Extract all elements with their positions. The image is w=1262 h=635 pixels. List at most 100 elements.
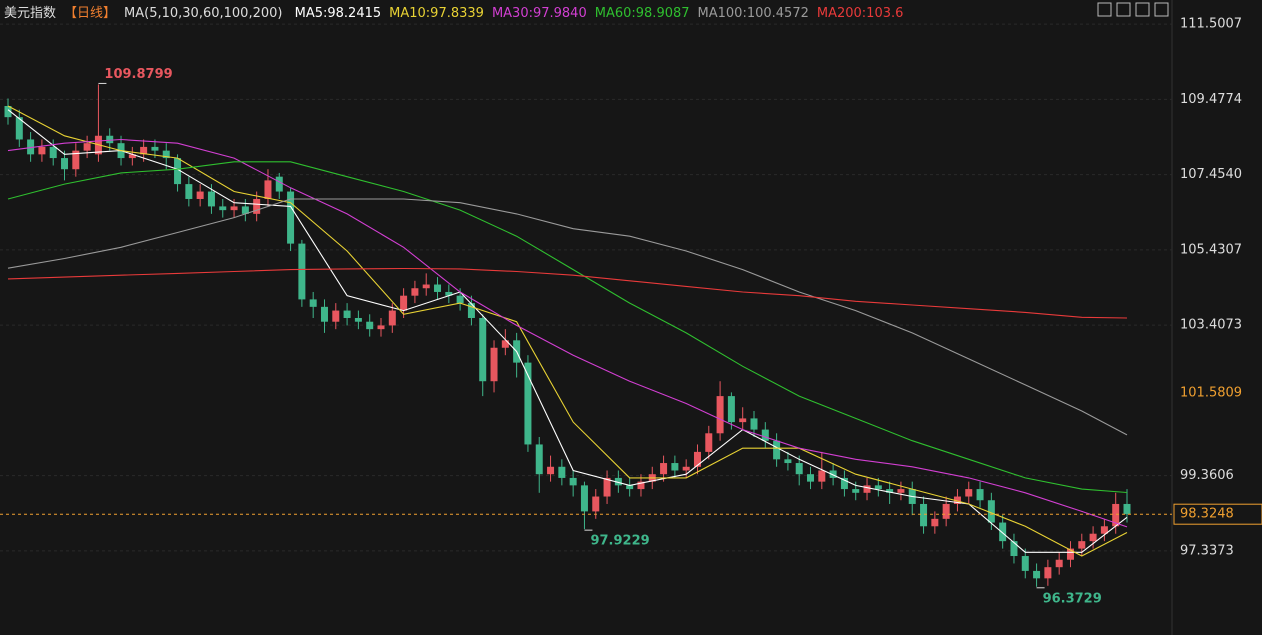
period[interactable]: 【日线】	[64, 6, 117, 21]
y-tick-label: 103.4073	[1180, 318, 1242, 333]
candle-body	[1033, 570, 1041, 579]
legend-entry: MA100:100.4572	[697, 6, 809, 21]
y-tick-label: 109.4774	[1180, 92, 1242, 107]
legend-entry: MA10:97.8339	[389, 6, 484, 21]
low-label: 96.3729	[1043, 591, 1102, 606]
candle-body	[196, 191, 204, 199]
candle-body	[614, 477, 622, 486]
ma-line	[7, 109, 1128, 553]
legend-entry: MA5:98.2415	[294, 6, 382, 21]
candle-body	[1021, 556, 1029, 571]
ma-line	[7, 161, 1128, 494]
toolbar-icons	[1097, 2, 1169, 17]
candle-body	[264, 180, 272, 199]
legend-entry: MA200:103.6	[816, 6, 904, 21]
candle-body	[739, 418, 747, 423]
candle-body	[106, 135, 114, 144]
candle-body	[795, 463, 803, 475]
candle-body	[784, 459, 792, 464]
high-label: 109.8799	[104, 67, 172, 82]
candle-body	[535, 444, 543, 475]
candle-body	[309, 299, 317, 307]
candle-body	[162, 150, 170, 159]
candle-body	[140, 146, 148, 155]
candle-body	[637, 481, 645, 490]
cursor-price-label: 101.5809	[1180, 386, 1242, 401]
candle-body	[1010, 541, 1018, 557]
candle-body	[377, 325, 385, 330]
candle-body	[185, 184, 193, 199]
candle-body	[705, 433, 713, 452]
candle-body	[682, 466, 690, 471]
candle-body	[230, 206, 238, 211]
candle-body	[580, 485, 588, 512]
legend-entry: MA60:98.9087	[594, 6, 690, 21]
ma-line	[7, 138, 1128, 528]
candle-body	[219, 206, 227, 211]
candle-body	[467, 303, 475, 318]
candle-body	[1089, 533, 1097, 542]
candle-body	[501, 340, 509, 348]
candle-body	[1044, 567, 1052, 579]
candle-body	[320, 306, 328, 322]
last-price-label: 98.3248	[1180, 507, 1234, 522]
candle-body	[174, 158, 182, 185]
candle-body	[942, 503, 950, 519]
candle-body	[807, 474, 815, 482]
y-tick-label: 97.3373	[1180, 543, 1234, 558]
candle-body	[1055, 559, 1063, 568]
y-tick-label: 99.3606	[1180, 468, 1234, 483]
candle-body	[874, 485, 882, 490]
candle-body	[626, 485, 634, 490]
candle-body	[524, 362, 532, 445]
candle-body	[1078, 541, 1086, 549]
candle-body	[151, 146, 159, 151]
candle-body	[931, 518, 939, 527]
candle-body	[592, 496, 600, 512]
candle-body	[479, 317, 487, 382]
last-price-box	[1173, 503, 1262, 525]
candle-body	[49, 146, 57, 159]
legend-entry: MA30:97.9840	[491, 6, 587, 21]
candle-body	[660, 463, 668, 475]
low-label: 97.9229	[590, 534, 649, 549]
candle-body	[693, 451, 701, 467]
candle-body	[4, 105, 12, 118]
candle-body	[1112, 503, 1120, 527]
candle-body	[976, 489, 984, 501]
candle-body	[366, 321, 374, 330]
candle-body	[897, 489, 905, 493]
candle-body	[1100, 526, 1108, 534]
candle-body	[965, 489, 973, 497]
candle-body	[445, 291, 453, 296]
candle-body	[727, 396, 735, 423]
candle-body	[1123, 503, 1131, 515]
candle-body	[298, 243, 306, 300]
candle-body	[15, 117, 23, 140]
candle-body	[818, 470, 826, 482]
candle-body	[547, 466, 555, 475]
candle-body	[343, 310, 351, 318]
candle-body	[400, 295, 408, 311]
ma-line	[7, 198, 1128, 436]
candle-body	[920, 503, 928, 527]
title: 美元指数	[4, 6, 57, 21]
candle-body	[207, 191, 215, 207]
candle-body	[558, 466, 566, 478]
ma-title: MA(5,10,30,60,100,200)	[124, 6, 283, 21]
candle-body	[829, 470, 837, 478]
candle-body	[886, 489, 894, 493]
candle-body	[72, 150, 80, 170]
candle-body	[569, 477, 577, 486]
candle-body	[456, 295, 464, 304]
candle-body	[38, 146, 46, 155]
y-tick-label: 105.4307	[1180, 242, 1242, 257]
candle-body	[490, 347, 498, 382]
ma-line	[7, 267, 1128, 319]
candle-body	[1066, 548, 1074, 560]
candle-body	[388, 310, 396, 326]
candle-body	[61, 158, 69, 170]
